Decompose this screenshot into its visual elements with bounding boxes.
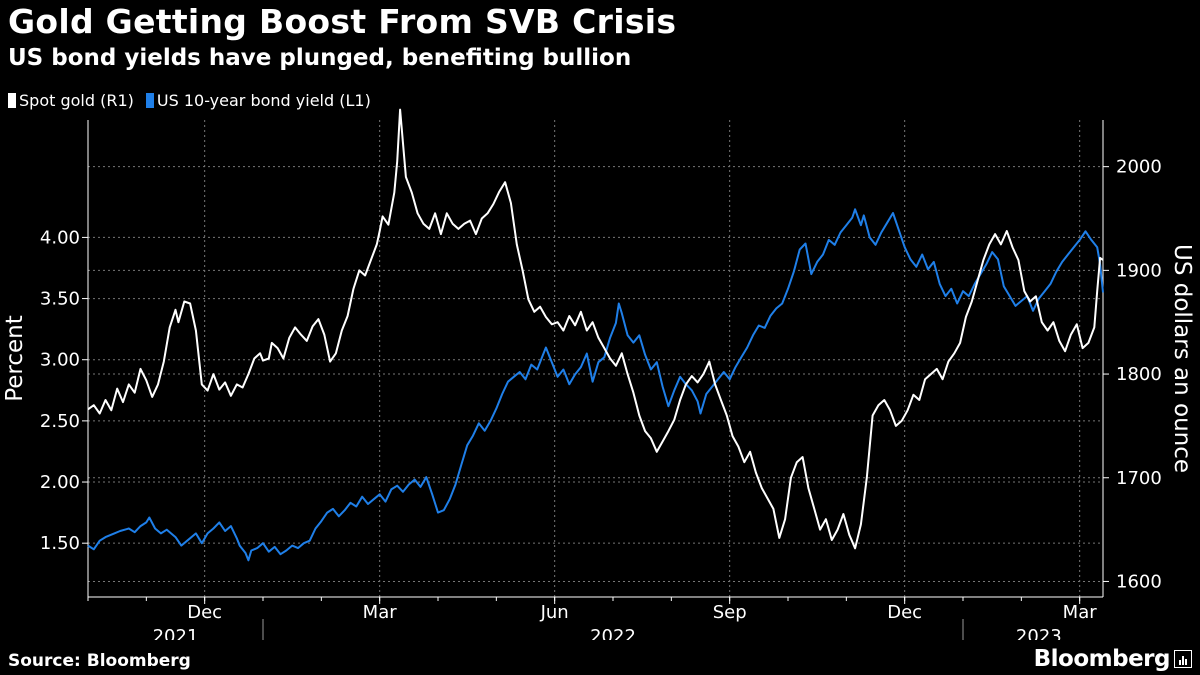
legend-swatch-yield xyxy=(145,93,154,108)
tick-label-x: Sep xyxy=(713,602,747,623)
legend-swatch-gold xyxy=(8,93,16,108)
year-label: 2021 xyxy=(153,626,199,640)
series-line-bond-yield xyxy=(87,208,1104,562)
source-note: Source: Bloomberg xyxy=(8,651,191,671)
year-label: 2022 xyxy=(590,626,636,640)
tick-label-left: 2.50 xyxy=(40,411,80,432)
brand-name: Bloomberg xyxy=(1033,646,1171,672)
tick-label-right: 1900 xyxy=(1116,260,1162,281)
left-axis-title: Percent xyxy=(2,315,28,402)
tick-label-left: 1.50 xyxy=(40,533,80,554)
legend-label-yield: US 10-year bond yield (L1) xyxy=(156,91,371,110)
tick-label-x: Dec xyxy=(187,602,222,623)
tick-label-left: 4.00 xyxy=(40,227,80,248)
legend-item-gold[interactable]: Spot gold (R1) xyxy=(8,91,134,110)
bloomberg-chart-icon xyxy=(1174,650,1192,668)
tick-label-x: Mar xyxy=(363,602,398,623)
legend-label-gold: Spot gold (R1) xyxy=(19,91,134,110)
bloomberg-logo: Bloomberg xyxy=(1034,646,1192,672)
tick-label-x: Mar xyxy=(1063,602,1098,623)
legend: Spot gold (R1) US 10-year bond yield (L1… xyxy=(8,91,383,110)
tick-label-right: 1700 xyxy=(1116,468,1162,489)
tick-label-left: 3.00 xyxy=(40,350,80,371)
chart-title: Gold Getting Boost From SVB Crisis xyxy=(8,2,677,41)
gridlines xyxy=(88,120,1103,597)
tick-label-right: 1600 xyxy=(1116,571,1162,592)
axis-labels: 1.50 2.00 2.50 3.00 3.50 4.00 1600 1700 1800 1900… xyxy=(2,157,1195,640)
right-axis-title: US dollars an ounce xyxy=(1169,244,1195,473)
tick-label-left: 2.00 xyxy=(40,472,80,493)
tick-label-x: Dec xyxy=(887,602,922,623)
tick-label-right: 1800 xyxy=(1116,364,1162,385)
chart-subtitle: US bond yields have plunged, benefiting … xyxy=(8,45,632,71)
legend-item-yield[interactable]: US 10-year bond yield (L1) xyxy=(145,91,371,110)
tick-label-left: 3.50 xyxy=(40,289,80,310)
year-label: 2023 xyxy=(1016,626,1062,640)
series-line-spot-gold xyxy=(87,108,1104,550)
axes xyxy=(82,120,1109,640)
tick-label-right: 2000 xyxy=(1116,157,1162,178)
tick-label-x: Jun xyxy=(540,602,569,623)
line-chart: 1.50 2.00 2.50 3.00 3.50 4.00 1600 1700 1800 1900… xyxy=(2,108,1195,640)
series xyxy=(87,108,1104,562)
